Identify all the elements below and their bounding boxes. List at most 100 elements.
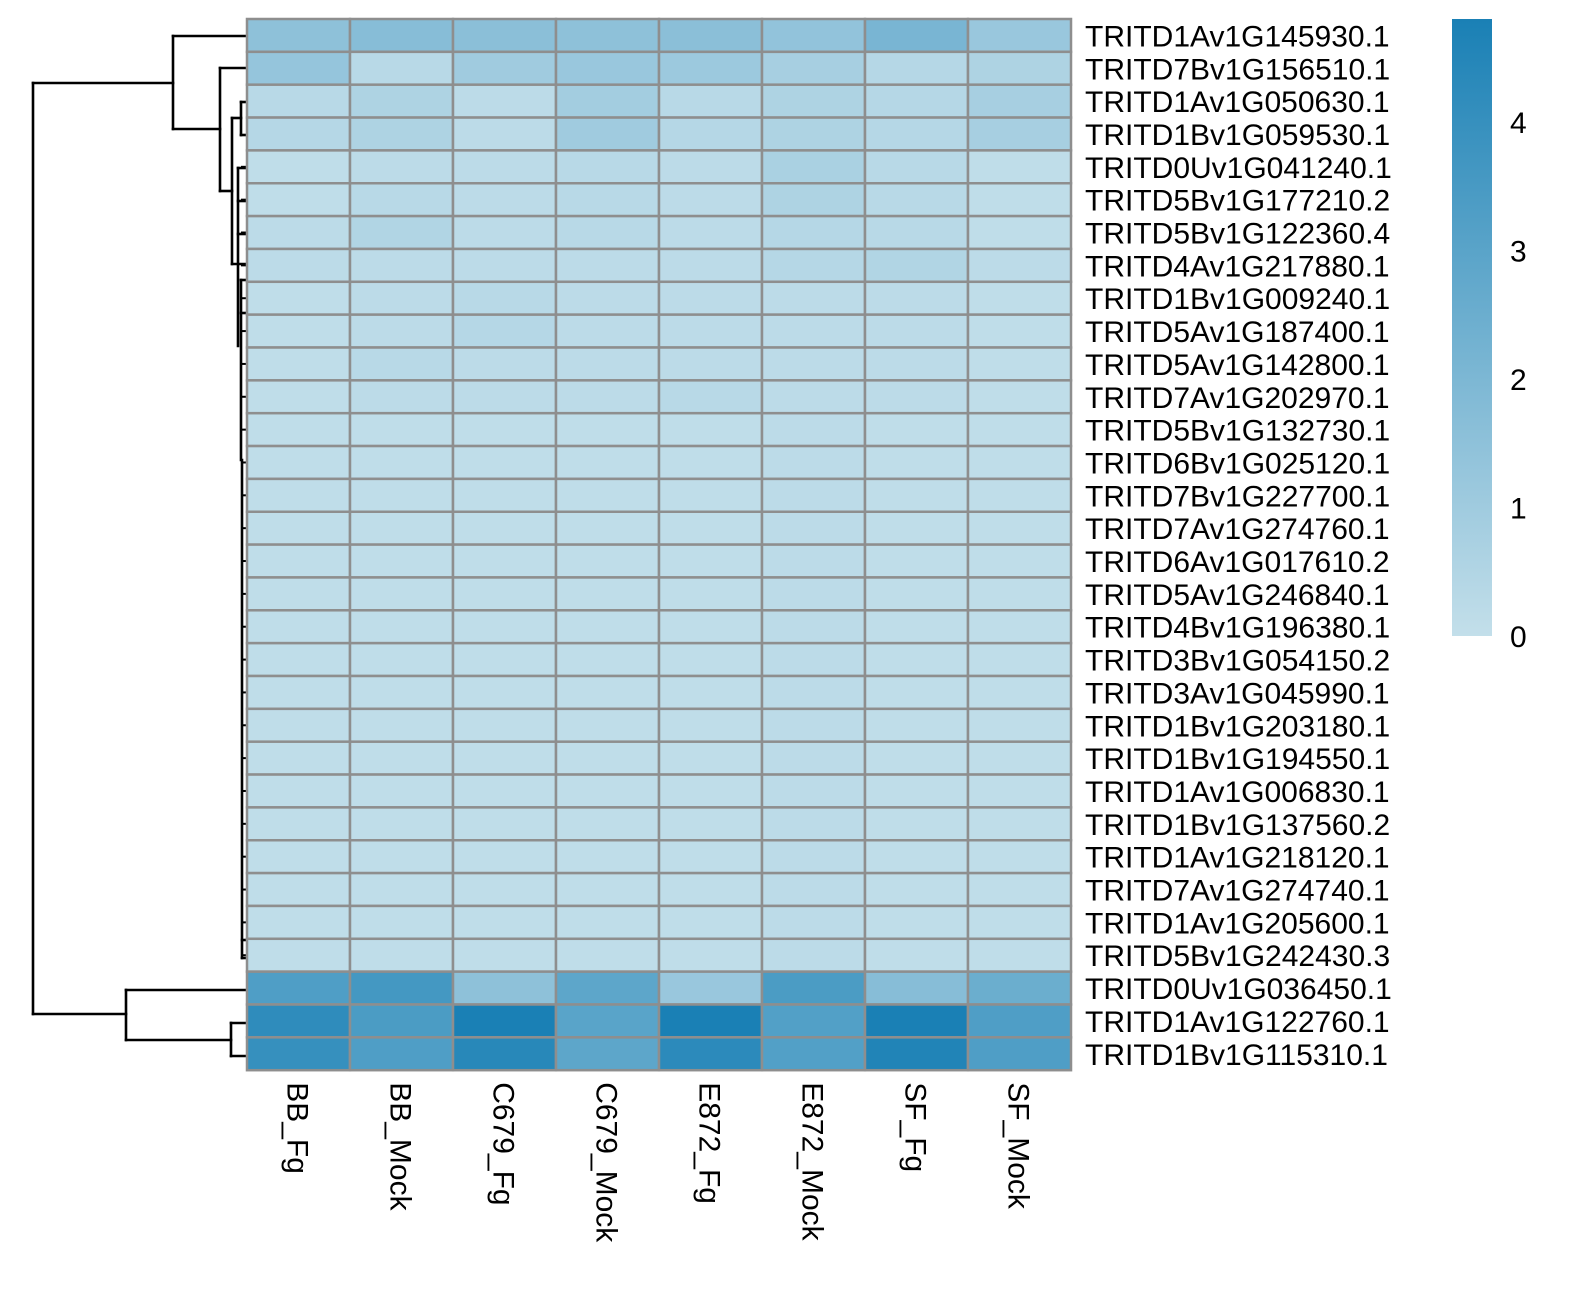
row-label: TRITD0Uv1G041240.1 (1085, 152, 1392, 185)
heatmap-cell (760, 444, 867, 481)
heatmap-cell (657, 707, 764, 743)
legend-tick-label: 1 (1510, 492, 1527, 525)
column-label: SF_Mock (1002, 1082, 1035, 1210)
heatmap-cell (966, 707, 1073, 743)
heatmap-cell (348, 674, 455, 711)
heatmap-cell (554, 313, 661, 349)
heatmap-cell (245, 149, 352, 185)
heatmap-cell (760, 313, 867, 349)
legend-color-bar (1452, 19, 1492, 636)
heatmap-cell (863, 280, 970, 316)
heatmap-cell (245, 17, 352, 54)
column-label: SF_Fg (899, 1082, 932, 1172)
heatmap-cell (863, 904, 970, 941)
heatmap-cell (554, 247, 661, 284)
heatmap-cell (657, 50, 764, 86)
heatmap-cell (554, 871, 661, 908)
row-label: TRITD7Bv1G227700.1 (1085, 480, 1390, 513)
heatmap-cell (863, 871, 970, 908)
heatmap-cell (760, 674, 867, 711)
row-label: TRITD6Av1G017610.2 (1085, 546, 1390, 579)
heatmap-cell (554, 707, 661, 743)
heatmap-cell (966, 17, 1073, 54)
heatmap-cell (760, 641, 867, 678)
heatmap-cell (245, 806, 352, 842)
row-label: TRITD0Uv1G036450.1 (1085, 973, 1392, 1006)
heatmap-cell (760, 576, 867, 612)
heatmap-cell (554, 17, 661, 54)
heatmap-cell (863, 641, 970, 678)
heatmap-cell (245, 674, 352, 711)
heatmap-cell (451, 839, 558, 875)
heatmap-cell (554, 444, 661, 481)
row-label: TRITD5Bv1G132730.1 (1085, 415, 1390, 448)
heatmap-cell (245, 510, 352, 546)
heatmap-cell (451, 609, 558, 645)
heatmap-cell (863, 510, 970, 546)
heatmap-cell (863, 346, 970, 382)
heatmap-cell (245, 83, 352, 119)
heatmap-cell (451, 379, 558, 415)
heatmap-cell (554, 576, 661, 612)
heatmap-cell (451, 1036, 558, 1072)
row-label: TRITD1Bv1G059530.1 (1085, 119, 1390, 152)
row-labels: TRITD1Av1G145930.1TRITD7Bv1G156510.1TRIT… (1085, 20, 1392, 1071)
heatmap-cell (554, 937, 661, 973)
heatmap-cell (451, 970, 558, 1006)
heatmap-cell (348, 707, 455, 743)
row-label: TRITD7Av1G274760.1 (1085, 513, 1390, 546)
heatmap-cell (657, 576, 764, 612)
heatmap-cell (966, 379, 1073, 415)
heatmap-cell (760, 477, 867, 513)
row-label: TRITD1Bv1G009240.1 (1085, 283, 1390, 316)
heatmap-cell (245, 116, 352, 152)
heatmap-cell (760, 839, 867, 875)
row-label: TRITD5Bv1G122360.4 (1085, 218, 1390, 251)
heatmap-cell (245, 904, 352, 941)
heatmap-cell (760, 609, 867, 645)
heatmap-cell (245, 937, 352, 973)
heatmap-cell (348, 477, 455, 513)
column-label: C679_Fg (487, 1082, 520, 1205)
heatmap-cell (657, 839, 764, 875)
row-label: TRITD1Bv1G194550.1 (1085, 743, 1390, 776)
heatmap-cell (863, 970, 970, 1006)
heatmap-cell (657, 740, 764, 776)
heatmap-cell (348, 83, 455, 119)
heatmap-cell (657, 1003, 764, 1039)
heatmap-cell (760, 510, 867, 546)
legend-tick-label: 3 (1510, 235, 1527, 268)
heatmap-cell (554, 773, 661, 809)
row-label: TRITD1Av1G145930.1 (1085, 20, 1390, 53)
heatmap-cell (760, 182, 867, 218)
heatmap-cell (554, 280, 661, 316)
heatmap-cell (554, 411, 661, 448)
heatmap-cell (863, 1003, 970, 1039)
row-label: TRITD1Bv1G137560.2 (1085, 809, 1390, 842)
heatmap-cell (657, 411, 764, 448)
heatmap-cell (348, 247, 455, 284)
heatmap-cell (554, 1036, 661, 1072)
row-label: TRITD4Av1G217880.1 (1085, 250, 1390, 283)
heatmap-cell (348, 149, 455, 185)
heatmap-cell (245, 346, 352, 382)
column-label: E872_Mock (796, 1082, 829, 1241)
heatmap-cell (657, 674, 764, 711)
heatmap-cell (760, 411, 867, 448)
heatmap-cell (760, 1003, 867, 1039)
heatmap-cell (554, 839, 661, 875)
heatmap-cell (245, 839, 352, 875)
column-label: E872_Fg (693, 1082, 726, 1204)
heatmap-cell (966, 411, 1073, 448)
heatmap-cell (554, 543, 661, 579)
column-label: BB_Fg (281, 1082, 314, 1174)
heatmap-cell (966, 280, 1073, 316)
heatmap-cell (863, 247, 970, 284)
heatmap-cell (245, 247, 352, 284)
heatmap-cell (451, 641, 558, 678)
heatmap-cell (245, 50, 352, 86)
heatmap-cell (245, 707, 352, 743)
heatmap-cell (657, 904, 764, 941)
heatmap-cell (760, 806, 867, 842)
